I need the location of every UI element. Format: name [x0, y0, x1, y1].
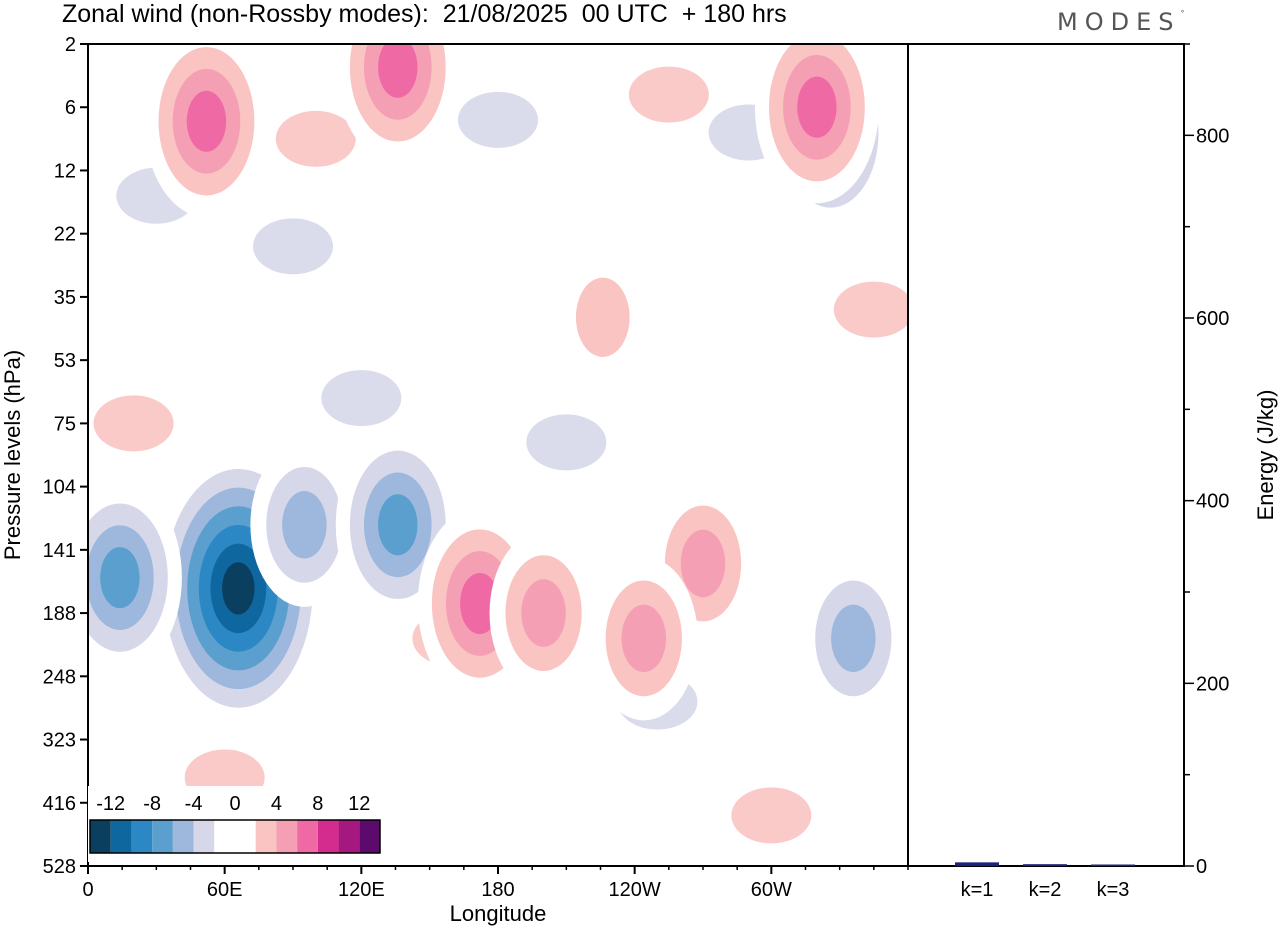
colorbar-swatch	[297, 820, 318, 853]
energy-axis-label: Energy (J/kg)	[1253, 390, 1278, 521]
bar-category-label: k=2	[1029, 879, 1062, 901]
x-tick-label: 0	[82, 879, 93, 901]
y-tick-label: 12	[54, 160, 76, 182]
contour-level	[831, 604, 876, 673]
colorbar-label: 8	[312, 793, 323, 815]
contour-patch	[628, 66, 709, 123]
x-tick-label: 120W	[609, 879, 661, 901]
energy-bar	[955, 862, 999, 866]
energy-panel-frame	[907, 43, 1185, 867]
contour-patch	[253, 218, 333, 275]
colorbar-swatch	[152, 820, 173, 853]
energy-tick-label: 600	[1196, 308, 1229, 330]
colorbar-label: 0	[229, 793, 240, 815]
colorbar-swatch	[235, 820, 256, 853]
y-axis: 2 6 12 22 35 53 75 104 141 188 248 323 416 528	[43, 34, 88, 878]
contour-level	[575, 277, 630, 357]
contour-feature	[754, 44, 879, 204]
y-tick-label: 141	[43, 540, 76, 562]
energy-bar	[1023, 864, 1067, 866]
colorbar-border	[89, 819, 381, 854]
x-axis: 0 60E 120E 180 120W 60W	[82, 866, 909, 901]
contour-feature	[799, 556, 908, 721]
contour-level	[378, 494, 418, 556]
contour-feature	[88, 481, 182, 674]
colorbar-swatch	[110, 820, 132, 853]
contour-feature	[589, 556, 698, 721]
y-tick-label: 35	[54, 287, 76, 309]
bar-category-label: k=1	[961, 879, 994, 901]
contour-level	[186, 90, 227, 152]
y-axis-label: Pressure levels (hPa)	[0, 350, 25, 560]
colorbar-label: -8	[143, 793, 161, 815]
bar-category-label: k=3	[1097, 879, 1130, 901]
energy-axis: 0 200 400 600 800	[1184, 43, 1229, 878]
colorbar-swatch	[338, 820, 360, 853]
colorbar-swatch	[317, 820, 339, 853]
y-tick-label: 104	[43, 477, 76, 499]
contour-level	[621, 604, 667, 673]
x-tick-label: 180	[481, 879, 514, 901]
contour-patch	[93, 395, 174, 452]
colorbar-label: 4	[271, 793, 282, 815]
y-tick-label: 22	[54, 224, 76, 246]
contour-patch	[275, 110, 356, 167]
y-tick-label: 6	[65, 97, 76, 119]
energy-bar	[1091, 864, 1135, 866]
chart-title: Zonal wind (non-Rossby modes): 21/08/202…	[62, 0, 787, 28]
contour-level	[680, 529, 726, 598]
colorbar-label: 12	[348, 793, 370, 815]
y-tick-label: 188	[43, 603, 76, 625]
contour-feature	[335, 44, 460, 164]
contour-patch	[458, 91, 538, 148]
y-tick-label: 75	[54, 413, 76, 435]
y-tick-label: 323	[43, 730, 76, 752]
y-tick-label: 416	[43, 793, 76, 815]
contour-feature	[556, 249, 649, 386]
contour-level	[222, 562, 255, 615]
y-tick-label: 53	[54, 350, 76, 372]
contour-feature	[489, 531, 598, 696]
contour-patch	[321, 370, 402, 427]
contour-level	[378, 44, 418, 98]
contour-feature	[250, 442, 359, 607]
energy-bars: k=1 k=2 k=3	[955, 862, 1135, 901]
x-tick-label: 120E	[338, 879, 385, 901]
colorbar-swatch	[193, 820, 215, 853]
contour-patch	[833, 281, 908, 338]
x-axis-label: Longitude	[450, 901, 547, 926]
contour-level	[521, 579, 566, 647]
colorbar-swatch	[90, 820, 111, 853]
colorbar-label: -4	[185, 793, 203, 815]
contour-level	[100, 547, 140, 609]
x-tick-label: 60W	[751, 879, 792, 901]
colorbar-label: -12	[96, 793, 125, 815]
modes-logo: MODES°	[1057, 8, 1185, 36]
energy-tick-label: 400	[1196, 491, 1229, 513]
energy-tick-label: 200	[1196, 673, 1229, 695]
energy-tick-label: 800	[1196, 125, 1229, 147]
energy-tick-label: 0	[1196, 856, 1207, 878]
colorbar: -12 -8 -4 0 4 8 12	[88, 786, 383, 862]
y-tick-label: 528	[43, 856, 76, 878]
contour-patch	[731, 787, 812, 844]
contour-level	[282, 491, 327, 559]
y-tick-label: 248	[43, 666, 76, 688]
contour-level	[797, 76, 837, 138]
y-tick-label: 2	[65, 34, 76, 56]
colorbar-swatch	[255, 820, 277, 853]
colorbar-swatch	[214, 820, 235, 853]
contour-feature	[144, 44, 269, 218]
contour-field	[88, 44, 908, 844]
contour-patch	[526, 414, 607, 471]
colorbar-swatch	[172, 820, 194, 853]
x-tick-label: 60E	[207, 879, 243, 901]
colorbar-swatch	[276, 820, 298, 853]
colorbar-swatch	[131, 820, 153, 853]
colorbar-swatch	[359, 820, 380, 853]
contour-level	[460, 572, 500, 635]
